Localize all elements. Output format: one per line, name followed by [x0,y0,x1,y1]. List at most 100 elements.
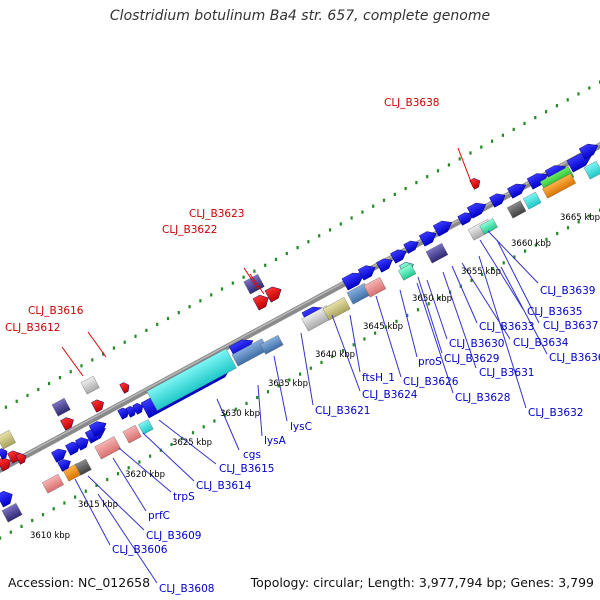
gc-dot [427,302,430,306]
gc-dot [426,175,429,179]
gc-dot [234,407,237,411]
gc-dot [588,86,591,90]
label-leader-line [87,475,145,531]
gc-dot [545,237,548,241]
gene-feature [583,160,600,180]
gc-dot [404,186,407,191]
gene-feature [41,473,64,494]
gene-label: CLJ_B3639 [540,285,595,297]
label-leader-line [375,295,402,378]
label-leader-line [349,314,361,373]
gene-features [0,143,600,523]
gene-feature [457,212,474,226]
gc-dot [274,257,278,261]
gene-feature [0,448,8,460]
gc-dot [480,145,483,149]
gc-dot [307,240,310,244]
gene-label: prfC [148,510,170,522]
gene-feature [0,490,13,508]
gc-dot [74,495,77,499]
label-leader-line [216,398,240,451]
gene-feature [479,218,498,235]
gc-dot [406,313,409,318]
gc-dot [395,319,398,323]
gc-dot [20,524,23,528]
gene-label: CLJ_B3630 [449,338,504,350]
label-leader-line [487,230,539,284]
kbp-tick-label: 3620 kbp [125,470,165,480]
gene-feature [125,406,137,418]
gene-feature [51,397,71,417]
gc-dot [26,393,29,397]
gene-label: CLJ_B3612 [5,322,60,334]
gc-dot [545,110,548,114]
gc-dot [299,372,302,376]
gene-feature [0,429,16,450]
gc-dot [341,349,345,353]
label-leader-line [426,279,448,340]
gene-feature [341,272,365,291]
gc-dot [491,139,494,143]
kbp-tick-label: 3635 kbp [268,379,308,389]
label-leader-line [478,255,527,409]
kbp-tick-label: 3630 kbp [220,409,260,419]
gc-dot [491,267,495,271]
gene-label: CLJ_B3637 [543,320,598,332]
accession-text: Accession: NC_012658 [8,575,151,590]
gc-dot [577,220,580,224]
gene-feature [75,437,89,451]
gc-dot [501,133,504,137]
gc-dot [224,413,227,417]
gene-feature [132,403,144,415]
kbp-tick-label: 3610 kbp [30,531,70,541]
kbp-tick-labels: 3610 kbp 3615 kbp 3620 kbp 3625 kbp 3630 kbp… [30,213,600,541]
gc-dot [116,472,120,476]
gc-dot [231,281,234,285]
gene-feature [506,200,527,219]
gc-dot [166,316,170,321]
gene-label: CLJ_B3623 [189,208,244,220]
gc-dot [469,151,472,155]
gene-label: CLJ_B3621 [315,405,370,417]
label-leader-line [87,331,107,358]
gc-dot [15,399,18,403]
gc-dot [374,331,377,335]
gc-dot [69,370,72,374]
gc-dot [177,311,180,315]
gc-dot [41,513,45,517]
gene-label: CLJ_B3631 [479,367,534,379]
label-leader-line [496,239,540,324]
gc-dot [149,454,152,458]
gene-feature [578,143,599,160]
gc-dot [566,98,569,102]
gc-dot [588,214,591,218]
gene-label: CLJ_B3608 [159,583,214,595]
gene-label: CLJ_B3622 [162,224,217,236]
gc-dot [102,352,105,356]
gene-label: lysC [290,421,312,433]
label-leader-line [74,478,111,546]
gc-dot [106,477,109,482]
gc-dot [80,364,83,368]
gene-label: CLJ_B3629 [444,353,499,365]
gc-dot [447,163,450,167]
label-leader-line [243,267,259,290]
gene-feature [542,173,576,199]
gene-label: CLJ_B3634 [513,337,569,349]
gc-dot [556,231,559,236]
gene-feature [390,249,407,264]
label-leader-line [273,355,288,422]
gc-dot [242,275,245,279]
gene-label: CLJ_B3638 [384,97,439,109]
gene-feature [80,375,100,395]
gene-label: CLJ_B3632 [528,407,583,419]
genome-backbone [0,141,600,474]
gc-dot [170,442,173,446]
gc-dot [339,222,342,226]
kbp-tick-label: 3625 kbp [172,438,212,448]
gene-feature [51,448,67,463]
gc-dot [361,210,364,214]
gene-label: CLJ_B3616 [28,305,84,317]
gene-feature [432,220,453,237]
